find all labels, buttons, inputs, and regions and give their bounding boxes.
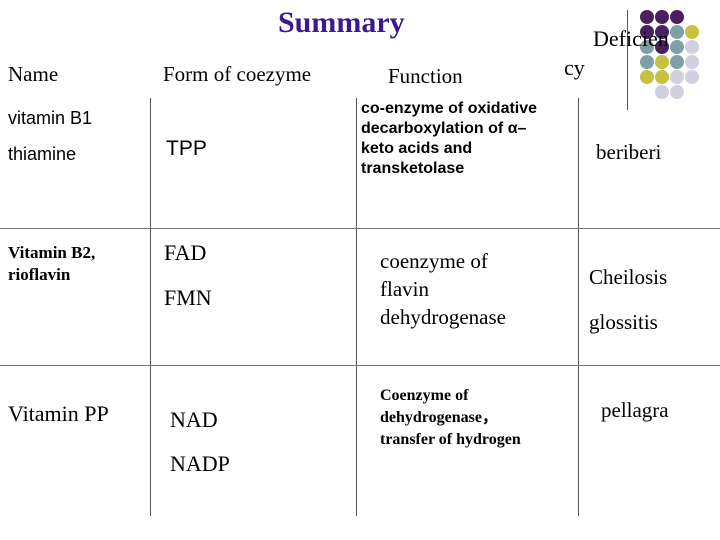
row3-name: Vitamin PP <box>8 401 109 426</box>
decorative-dot <box>670 10 684 24</box>
decorative-dot <box>670 25 684 39</box>
decorative-dot <box>670 40 684 54</box>
row1-deficiency: beriberi <box>596 140 662 164</box>
page-title: Summary <box>278 6 405 39</box>
row1-name-line1: vitamin B1 <box>8 108 93 128</box>
decorative-dot <box>640 40 654 54</box>
decorative-dot <box>685 40 699 54</box>
row2-form-2: FMN <box>164 285 212 310</box>
decorative-dot <box>655 25 669 39</box>
decorative-dot <box>655 70 669 84</box>
column-divider-3 <box>578 98 579 516</box>
decorative-dot <box>640 55 654 69</box>
column-divider-2 <box>356 98 357 516</box>
row1-name-line2: thiamine <box>8 144 77 164</box>
decor-divider <box>627 10 628 110</box>
row3-form-2: NADP <box>170 451 230 476</box>
header-form: Form of coezyme <box>163 62 312 86</box>
column-divider-1 <box>150 98 151 516</box>
decorative-dot <box>640 10 654 24</box>
header-deficiency-part1: Deficien <box>593 26 669 51</box>
row-divider-2 <box>0 365 720 366</box>
row2-deficiency-2: glossitis <box>589 310 658 334</box>
decorative-dot <box>670 55 684 69</box>
row2-name: Vitamin B2, rioflavin <box>8 243 96 284</box>
decorative-dot <box>640 70 654 84</box>
decorative-dot <box>670 70 684 84</box>
row3-form-1: NAD <box>170 407 218 432</box>
decorative-dot <box>655 55 669 69</box>
row-divider-1 <box>0 228 720 229</box>
row3-function: Coenzyme of dehydrogenase， transfer of h… <box>380 387 521 448</box>
row2-form-1: FAD <box>164 240 207 265</box>
decorative-dot <box>685 55 699 69</box>
decorative-dot <box>685 70 699 84</box>
row3-deficiency: pellagra <box>601 398 669 422</box>
decorative-dot <box>640 25 654 39</box>
row1-function: co-enzyme of oxidative decarboxylation o… <box>361 100 538 177</box>
decorative-dot <box>655 10 669 24</box>
decorative-dot <box>655 40 669 54</box>
row2-function: coenzyme of flavin dehydrogenase <box>380 249 506 329</box>
row1-form: TPP <box>166 137 207 160</box>
header-function: Function <box>388 64 463 88</box>
header-name: Name <box>8 62 59 86</box>
decorative-dot <box>670 85 684 99</box>
decorative-dot <box>655 85 669 99</box>
row2-deficiency-1: Cheilosis <box>589 265 668 289</box>
header-deficiency-part2: cy <box>564 55 585 80</box>
decorative-dot <box>685 25 699 39</box>
